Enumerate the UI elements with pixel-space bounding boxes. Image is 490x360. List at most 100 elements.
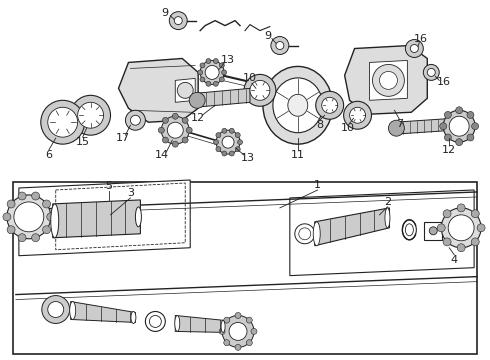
Circle shape bbox=[43, 226, 50, 234]
Circle shape bbox=[379, 71, 397, 89]
Circle shape bbox=[216, 130, 240, 154]
Ellipse shape bbox=[175, 315, 180, 332]
Circle shape bbox=[162, 137, 169, 143]
Circle shape bbox=[206, 81, 211, 86]
Text: 8: 8 bbox=[316, 120, 323, 130]
Circle shape bbox=[449, 116, 469, 136]
Circle shape bbox=[299, 228, 311, 240]
Circle shape bbox=[271, 37, 289, 54]
Circle shape bbox=[456, 107, 463, 114]
Text: 7: 7 bbox=[396, 119, 403, 129]
Ellipse shape bbox=[313, 222, 320, 246]
Circle shape bbox=[372, 64, 404, 96]
Circle shape bbox=[162, 117, 169, 123]
Text: 5: 5 bbox=[105, 181, 112, 191]
Circle shape bbox=[389, 120, 404, 136]
Circle shape bbox=[316, 91, 343, 119]
Circle shape bbox=[41, 100, 85, 144]
Circle shape bbox=[205, 66, 219, 80]
Circle shape bbox=[343, 101, 371, 129]
Polygon shape bbox=[19, 180, 190, 256]
Circle shape bbox=[216, 147, 221, 152]
Text: 17: 17 bbox=[116, 133, 129, 143]
Circle shape bbox=[448, 215, 474, 241]
Circle shape bbox=[220, 63, 224, 68]
Text: 3: 3 bbox=[127, 188, 134, 198]
Circle shape bbox=[7, 195, 51, 239]
Circle shape bbox=[457, 244, 465, 252]
Circle shape bbox=[410, 45, 418, 53]
Circle shape bbox=[246, 317, 252, 323]
Circle shape bbox=[213, 81, 219, 86]
Circle shape bbox=[216, 132, 221, 138]
Circle shape bbox=[440, 123, 447, 130]
Circle shape bbox=[167, 122, 183, 138]
Polygon shape bbox=[344, 45, 427, 114]
Circle shape bbox=[224, 317, 230, 323]
Polygon shape bbox=[394, 118, 454, 134]
Circle shape bbox=[427, 68, 435, 76]
Circle shape bbox=[7, 200, 15, 208]
Circle shape bbox=[235, 345, 241, 350]
Circle shape bbox=[467, 134, 474, 141]
Polygon shape bbox=[195, 88, 250, 107]
Circle shape bbox=[441, 208, 481, 248]
Circle shape bbox=[222, 151, 227, 156]
Polygon shape bbox=[290, 190, 474, 276]
Text: 16: 16 bbox=[415, 33, 428, 44]
Text: 12: 12 bbox=[442, 145, 456, 155]
Circle shape bbox=[47, 213, 55, 221]
Polygon shape bbox=[424, 222, 442, 240]
Ellipse shape bbox=[135, 207, 142, 227]
Ellipse shape bbox=[385, 208, 390, 228]
Text: 15: 15 bbox=[75, 137, 90, 147]
Ellipse shape bbox=[263, 67, 333, 144]
Circle shape bbox=[423, 64, 439, 80]
Circle shape bbox=[48, 107, 77, 137]
Circle shape bbox=[221, 70, 226, 75]
Circle shape bbox=[456, 139, 463, 146]
Text: 4: 4 bbox=[451, 255, 458, 265]
Circle shape bbox=[251, 328, 257, 334]
Circle shape bbox=[444, 134, 451, 141]
Polygon shape bbox=[119, 58, 198, 122]
Circle shape bbox=[349, 107, 366, 123]
Circle shape bbox=[235, 147, 240, 152]
Circle shape bbox=[437, 224, 445, 232]
Text: 9: 9 bbox=[264, 31, 271, 41]
Ellipse shape bbox=[146, 311, 165, 332]
Polygon shape bbox=[175, 315, 225, 332]
Circle shape bbox=[229, 128, 234, 133]
Circle shape bbox=[235, 132, 240, 138]
Circle shape bbox=[3, 213, 11, 221]
Ellipse shape bbox=[221, 320, 225, 332]
Circle shape bbox=[200, 63, 205, 68]
Circle shape bbox=[200, 60, 224, 84]
Circle shape bbox=[18, 234, 26, 242]
Circle shape bbox=[42, 296, 70, 323]
Circle shape bbox=[322, 97, 338, 113]
Circle shape bbox=[182, 117, 188, 123]
Circle shape bbox=[471, 123, 479, 130]
Circle shape bbox=[71, 95, 111, 135]
Circle shape bbox=[238, 140, 243, 145]
Text: 1: 1 bbox=[314, 180, 321, 190]
Polygon shape bbox=[175, 78, 195, 102]
Circle shape bbox=[206, 59, 211, 63]
Circle shape bbox=[7, 226, 15, 234]
Ellipse shape bbox=[405, 224, 414, 236]
Ellipse shape bbox=[149, 315, 161, 328]
Text: 9: 9 bbox=[162, 8, 169, 18]
Ellipse shape bbox=[402, 220, 416, 240]
Circle shape bbox=[443, 210, 451, 218]
Circle shape bbox=[32, 192, 40, 200]
Circle shape bbox=[429, 227, 437, 235]
Circle shape bbox=[214, 140, 219, 145]
Circle shape bbox=[32, 234, 40, 242]
Circle shape bbox=[219, 328, 225, 334]
Circle shape bbox=[229, 323, 247, 340]
Text: 13: 13 bbox=[241, 153, 255, 163]
Circle shape bbox=[235, 312, 241, 319]
Circle shape bbox=[457, 204, 465, 212]
Circle shape bbox=[467, 112, 474, 118]
